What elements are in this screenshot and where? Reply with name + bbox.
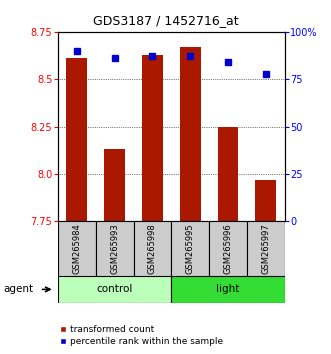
Text: GSM265997: GSM265997 xyxy=(261,223,270,274)
Bar xyxy=(67,58,87,221)
Text: GSM265984: GSM265984 xyxy=(72,223,81,274)
Bar xyxy=(133,221,171,276)
Text: GSM265998: GSM265998 xyxy=(148,223,157,274)
Bar xyxy=(256,179,276,221)
Text: GSM265996: GSM265996 xyxy=(223,223,232,274)
Bar xyxy=(217,127,238,221)
Text: GSM265993: GSM265993 xyxy=(110,223,119,274)
Bar xyxy=(58,221,96,276)
Text: light: light xyxy=(216,284,240,295)
Bar xyxy=(171,221,209,276)
Legend: transformed count, percentile rank within the sample: transformed count, percentile rank withi… xyxy=(56,321,227,349)
Bar xyxy=(104,149,125,221)
Text: control: control xyxy=(96,284,133,295)
Bar xyxy=(180,47,201,221)
Bar xyxy=(142,55,163,221)
Bar xyxy=(96,221,133,276)
Bar xyxy=(247,221,285,276)
Text: GDS3187 / 1452716_at: GDS3187 / 1452716_at xyxy=(93,14,238,27)
Text: GSM265995: GSM265995 xyxy=(186,223,195,274)
Bar xyxy=(171,276,285,303)
Bar xyxy=(209,221,247,276)
Text: agent: agent xyxy=(3,284,33,295)
Bar xyxy=(58,276,171,303)
